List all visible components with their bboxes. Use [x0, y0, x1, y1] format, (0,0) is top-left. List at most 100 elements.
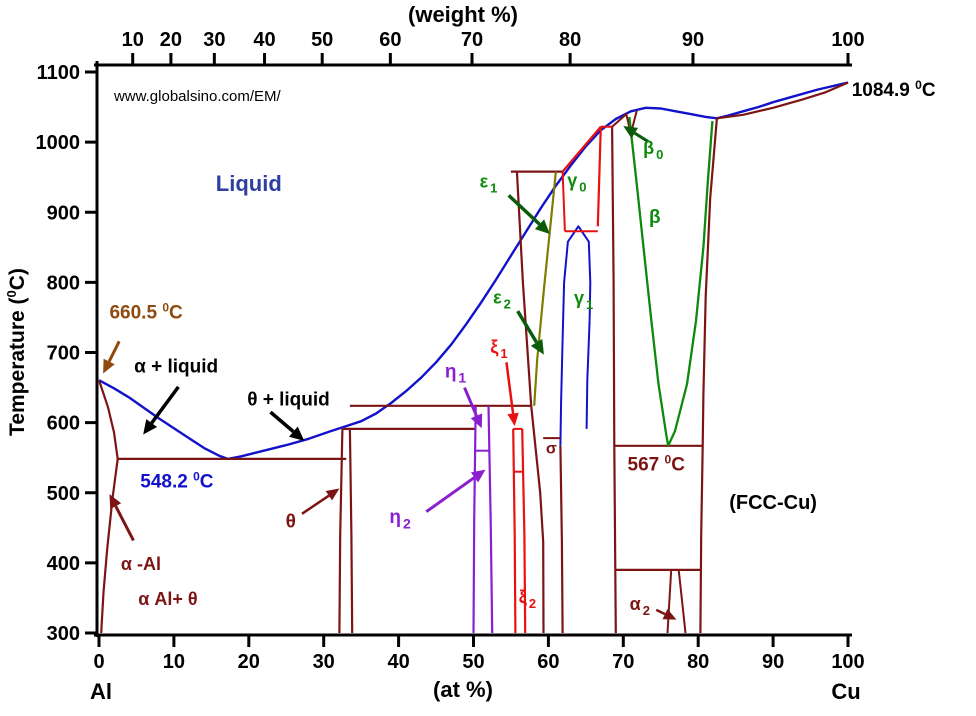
wt-tick-label-80: 80 — [559, 29, 581, 51]
x-tick-label-40: 40 — [387, 651, 409, 673]
element-cu-label: Cu — [831, 679, 860, 704]
arrow-eps1-shaft — [507, 194, 541, 226]
wt-tick-label-50: 50 — [311, 29, 333, 51]
x-tick-label-10: 10 — [163, 651, 185, 673]
arrow-theta-shaft — [301, 494, 330, 515]
arrow-alpha-liquid-head — [143, 419, 158, 435]
arrow-theta-liquid-head — [289, 426, 305, 441]
curve-delta-left — [530, 405, 545, 634]
curve-alpha-solidus — [97, 379, 119, 460]
top-axis-title: (weight %) — [408, 2, 518, 27]
x-tick-label-100: 100 — [831, 651, 864, 673]
x-tick-label-0: 0 — [93, 651, 104, 673]
arrow-eps2 — [516, 310, 544, 355]
x-tick-label-80: 80 — [687, 651, 709, 673]
arrow-eta2-shaft — [425, 476, 476, 513]
x-tick-label-60: 60 — [537, 651, 559, 673]
y-tick-label-300: 300 — [47, 623, 80, 645]
arrow-eta1-head — [470, 413, 483, 429]
curves-layer — [97, 81, 849, 634]
arrow-alpha-liquid-shaft — [150, 385, 180, 425]
curve-gamma1-left-upper — [559, 339, 564, 446]
arrow-theta-liquid — [269, 410, 305, 441]
x-tick-label-70: 70 — [612, 651, 634, 673]
wt-tick-label-20: 20 — [160, 29, 182, 51]
curve-beta-right — [667, 121, 714, 447]
axes-layer: 300 400 500 600 700 800 900 1000 1100 0 10 20 30 40 50… — [4, 2, 865, 704]
x-tick-label-20: 20 — [238, 651, 260, 673]
curve-liquidus — [98, 81, 849, 461]
curve-xi-left — [512, 428, 517, 634]
label-liquid: Liquid — [216, 171, 282, 196]
label-t-548: 548.2 0C — [140, 469, 214, 492]
labels-layer: www.globalsino.com/EM/Liquid 660.5 0C α + … — [109, 78, 935, 618]
label-beta: β — [649, 207, 661, 228]
x-tick-label-50: 50 — [462, 651, 484, 673]
y-tick-label-800: 800 — [47, 272, 80, 294]
arrow-alpha2-shaft — [655, 608, 666, 616]
x-tick-label-90: 90 — [762, 651, 784, 673]
label-alpha-liquid: α + liquid — [134, 356, 218, 377]
arrow-eps2-shaft — [516, 310, 539, 344]
arrow-eps2-head — [530, 338, 544, 355]
arrow-beta0-head — [623, 125, 639, 139]
arrow-theta-head — [325, 488, 340, 501]
arrow-theta-liquid-shaft — [269, 410, 295, 433]
arrow-alpha-al — [109, 494, 135, 542]
curve-eta-right — [487, 405, 494, 634]
arrows-layer — [103, 125, 677, 620]
element-al-label: Al — [90, 679, 112, 704]
wt-tick-label-100: 100 — [831, 29, 864, 51]
arrow-eta2 — [425, 469, 486, 513]
curve-gamma1-right — [611, 126, 617, 634]
arrow-alpha-liquid — [143, 385, 180, 435]
arrow-eps1 — [507, 194, 550, 234]
arrow-xi1-head — [507, 412, 519, 427]
wt-tick-label-60: 60 — [379, 29, 401, 51]
arrow-alpha2 — [655, 608, 677, 620]
wt-tick-label-10: 10 — [122, 29, 144, 51]
curve-alpha-solvus — [100, 458, 119, 634]
curve-epsilon-divider — [533, 171, 557, 406]
curve-alpha2-right — [677, 569, 687, 634]
arrow-alpha-al-head — [109, 494, 122, 509]
y-axis-title: Temperature (0C) — [4, 268, 29, 436]
curve-epsilon-left — [515, 171, 533, 406]
x-tick-label-30: 30 — [313, 651, 335, 673]
label-alpha-al: α -Al — [121, 554, 161, 574]
label-t-660: 660.5 0C — [109, 300, 183, 323]
arrow-eta2-head — [470, 469, 486, 483]
curve-delta-gamma-boundary — [559, 445, 564, 634]
arrow-theta — [301, 488, 340, 515]
arrow-beta0 — [623, 125, 649, 143]
y-tick-label-400: 400 — [47, 553, 80, 575]
arrow-alpha2-head — [662, 608, 677, 620]
arrow-660-shaft — [107, 340, 121, 363]
curve-eps-gamma0-edge — [561, 171, 566, 232]
curve-delta-right-upper — [585, 320, 591, 429]
wt-tick-label-70: 70 — [461, 29, 483, 51]
curve-beta0-region — [611, 110, 638, 135]
label-alpha-al-theta: α Al+ θ — [138, 589, 197, 609]
curve-eta-left — [472, 405, 477, 634]
arrow-xi1 — [505, 362, 519, 427]
curve-cu-solidus — [716, 81, 849, 120]
label-watermark: www.globalsino.com/EM/ — [113, 88, 282, 105]
curve-theta-right — [348, 428, 354, 634]
arrow-eps1-head — [534, 219, 550, 234]
arrow-beta0-shaft — [633, 131, 649, 143]
label-theta: θ — [286, 511, 296, 532]
y-tick-label-700: 700 — [47, 343, 80, 365]
y-tick-label-1100: 1100 — [37, 62, 80, 84]
arrow-660 — [103, 340, 121, 374]
curve-cu-solvus — [699, 118, 718, 634]
